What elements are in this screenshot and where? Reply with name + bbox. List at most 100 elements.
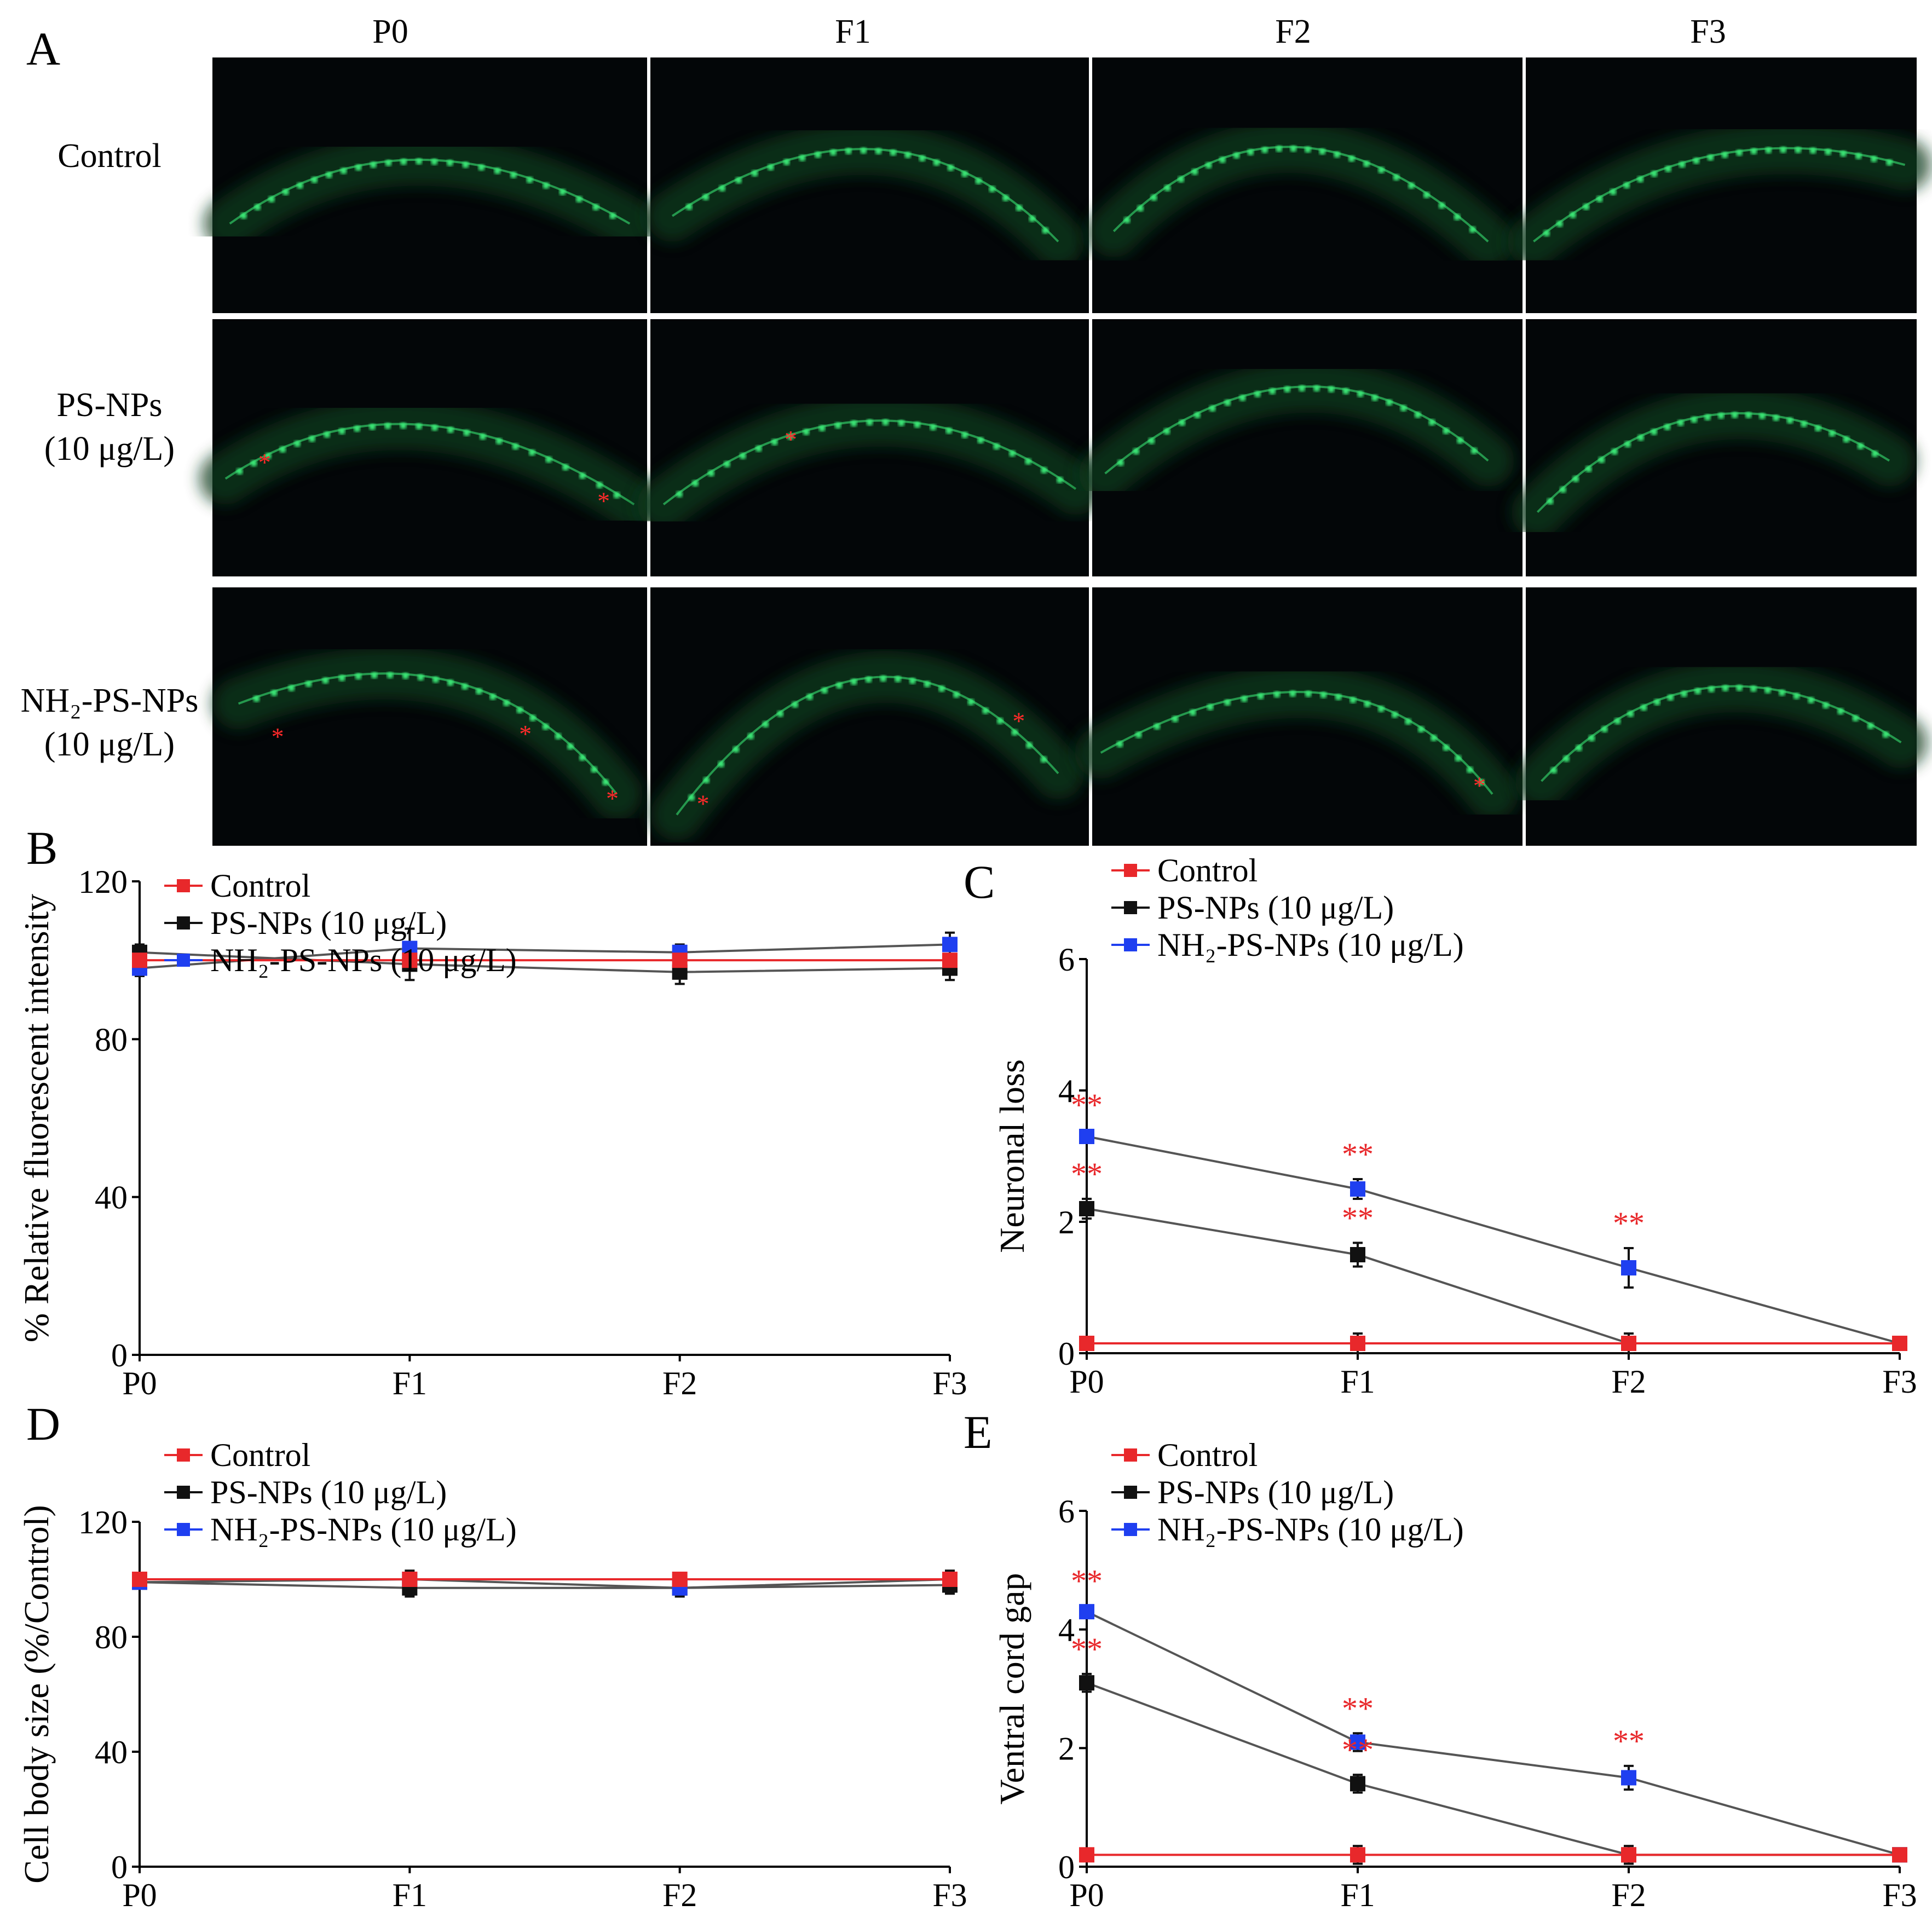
loss-marker: *	[1473, 771, 1486, 799]
neuron-dot	[503, 700, 510, 707]
neuron-dot	[416, 158, 423, 165]
neuron-dot	[1809, 147, 1816, 154]
neuron-dot	[1123, 217, 1131, 224]
micrograph-ps-nps-p0: **	[199, 319, 660, 576]
neuron-dot	[1839, 150, 1847, 157]
neuron-dot	[447, 679, 454, 686]
neuron-dot	[1377, 705, 1385, 712]
data-point	[1079, 1336, 1094, 1351]
neuron-dot	[1029, 215, 1036, 222]
neuron-dot	[996, 717, 1004, 724]
x-tick-label: P0	[122, 1877, 157, 1913]
neuron-dot	[1205, 161, 1212, 169]
neuron-dot	[294, 440, 301, 447]
neuron-dot	[1386, 399, 1393, 406]
neuron-dot	[236, 468, 243, 475]
neuron-dot	[1585, 465, 1592, 472]
neuron-dot	[821, 687, 828, 694]
legend-label: NH₂-PS-NPs (10 μg/L)	[210, 1511, 517, 1548]
neuron-dot	[1391, 711, 1398, 718]
neuron-dot	[494, 168, 501, 175]
neuron-dot	[967, 699, 974, 706]
neuron-dot	[1241, 695, 1248, 702]
neuron-dot	[1164, 184, 1171, 192]
neuron-dot	[1786, 417, 1793, 424]
x-tick-label: F3	[1882, 1877, 1917, 1913]
micrograph-control-f3	[1507, 57, 1931, 313]
y-tick-label: 80	[95, 1619, 128, 1655]
neuron-dot	[850, 678, 857, 685]
neuron-dot	[1780, 146, 1787, 153]
neuron-dot	[691, 480, 699, 487]
neuron-dot	[1583, 203, 1590, 210]
neuron-dot	[1443, 428, 1450, 435]
neuron-dot	[592, 204, 599, 211]
neuron-dot	[845, 147, 852, 154]
neuron-dot	[1814, 425, 1821, 432]
neuron-dot	[1042, 227, 1049, 234]
neuron-dot	[982, 707, 989, 714]
neuron-dot	[829, 149, 837, 156]
neuron-dot	[1611, 448, 1618, 455]
x-tick-label: P0	[1069, 1877, 1104, 1913]
neuron-dot	[945, 427, 953, 434]
legend-marker	[177, 1486, 190, 1499]
legend-label: NH₂-PS-NPs (10 μg/L)	[1157, 927, 1464, 963]
neuron-dot	[751, 170, 758, 177]
y-tick-label: 6	[1058, 942, 1075, 978]
neuron-dot	[559, 188, 566, 195]
neuron-dot	[767, 164, 774, 171]
neuron-dot	[1393, 174, 1400, 181]
x-tick-label: F2	[1611, 1877, 1646, 1913]
neuron-dot	[1736, 684, 1743, 691]
neuron-dot	[1423, 192, 1430, 199]
neuron-dot	[1823, 702, 1830, 709]
data-point	[1350, 1247, 1365, 1262]
neuron-dot	[1466, 766, 1473, 773]
neuron-dot	[579, 754, 586, 761]
neuron-dot	[282, 188, 289, 195]
legend-marker	[1124, 938, 1137, 951]
neuron-dot	[1808, 697, 1815, 704]
y-tick-label: 80	[95, 1021, 128, 1058]
neuron-dot	[1328, 386, 1335, 393]
neuron-dot	[1478, 779, 1485, 786]
column-header: F3	[1690, 13, 1726, 50]
neuron-dot	[1721, 151, 1728, 158]
neuron-dot	[1117, 459, 1124, 466]
loss-marker: *	[272, 723, 284, 751]
neuron-dot	[1623, 182, 1630, 189]
neuron-dot	[880, 675, 887, 682]
neuron-dot	[1305, 690, 1312, 697]
significance-marker: **	[1071, 1087, 1103, 1123]
neuron-dot	[1795, 146, 1802, 153]
neuron-dot	[1348, 155, 1355, 162]
data-point	[672, 1572, 688, 1587]
x-tick-label: P0	[122, 1365, 157, 1401]
neuron-dot	[1735, 149, 1743, 157]
data-point	[1350, 1734, 1365, 1750]
neuron-dot	[1543, 230, 1550, 237]
neuron-dot	[1233, 152, 1240, 159]
neuron-dot	[961, 170, 968, 177]
neuron-dot	[1886, 159, 1893, 166]
neuron-dot	[1357, 390, 1364, 397]
neuron-dot	[803, 429, 810, 436]
neuron-dot	[253, 695, 260, 702]
neuron-dot	[1637, 176, 1644, 183]
neuron-dot	[1189, 709, 1196, 716]
chart-c: C 0 2 4 6 P0 F1 F2 F3 Neuronal loss ** ** ** ** ** Cont…	[964, 852, 1917, 1400]
neuron-dot	[1588, 735, 1595, 742]
neuron-dot	[938, 685, 945, 692]
neuron-dot	[369, 423, 376, 430]
loss-marker: *	[697, 789, 710, 817]
legend-label: NH₂-PS-NPs (10 μg/L)	[1157, 1511, 1464, 1548]
loss-marker: *	[606, 784, 619, 812]
neuron-dot	[718, 760, 725, 767]
y-tick-label: 4	[1058, 1073, 1075, 1109]
neuron-dot	[1219, 157, 1226, 164]
neuron-dot	[385, 159, 392, 166]
neuron-dot	[308, 435, 315, 442]
y-tick-label: 0	[1058, 1336, 1075, 1372]
